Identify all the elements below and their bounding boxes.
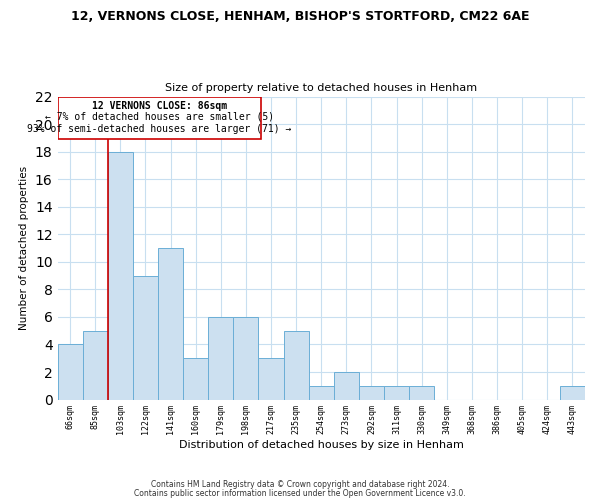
X-axis label: Distribution of detached houses by size in Henham: Distribution of detached houses by size … xyxy=(179,440,464,450)
Bar xyxy=(560,386,585,400)
Bar xyxy=(83,330,108,400)
Bar xyxy=(183,358,208,400)
FancyBboxPatch shape xyxy=(58,96,261,140)
Bar xyxy=(308,386,334,400)
Bar xyxy=(359,386,384,400)
Title: Size of property relative to detached houses in Henham: Size of property relative to detached ho… xyxy=(165,83,478,93)
Bar xyxy=(158,248,183,400)
Text: 12, VERNONS CLOSE, HENHAM, BISHOP'S STORTFORD, CM22 6AE: 12, VERNONS CLOSE, HENHAM, BISHOP'S STOR… xyxy=(71,10,529,23)
Bar xyxy=(133,276,158,400)
Bar xyxy=(208,317,233,400)
Text: 12 VERNONS CLOSE: 86sqm: 12 VERNONS CLOSE: 86sqm xyxy=(92,100,227,110)
Text: Contains public sector information licensed under the Open Government Licence v3: Contains public sector information licen… xyxy=(134,488,466,498)
Text: Contains HM Land Registry data © Crown copyright and database right 2024.: Contains HM Land Registry data © Crown c… xyxy=(151,480,449,489)
Bar xyxy=(259,358,284,400)
Y-axis label: Number of detached properties: Number of detached properties xyxy=(19,166,29,330)
Text: ← 7% of detached houses are smaller (5): ← 7% of detached houses are smaller (5) xyxy=(44,112,274,122)
Bar xyxy=(233,317,259,400)
Bar xyxy=(58,344,83,400)
Bar xyxy=(384,386,409,400)
Bar xyxy=(284,330,308,400)
Text: 93% of semi-detached houses are larger (71) →: 93% of semi-detached houses are larger (… xyxy=(27,124,292,134)
Bar xyxy=(108,152,133,400)
Bar xyxy=(334,372,359,400)
Bar xyxy=(409,386,434,400)
